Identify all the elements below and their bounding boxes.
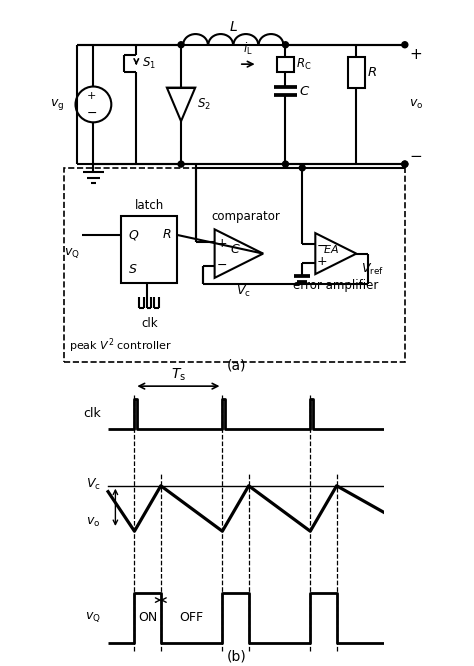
Text: $C$: $C$ xyxy=(230,243,240,256)
Text: comparator: comparator xyxy=(211,210,280,222)
Text: ON: ON xyxy=(138,611,157,624)
Circle shape xyxy=(299,165,305,170)
Text: $V_\mathrm{ref}$: $V_\mathrm{ref}$ xyxy=(361,262,383,277)
Text: $-$: $-$ xyxy=(86,106,97,119)
Bar xyxy=(121,216,177,284)
Circle shape xyxy=(178,42,184,48)
Text: clk: clk xyxy=(83,408,101,420)
Text: OFF: OFF xyxy=(180,611,204,624)
Text: $C$: $C$ xyxy=(299,85,310,97)
Text: error amplifier: error amplifier xyxy=(293,279,379,292)
Text: $EA$: $EA$ xyxy=(323,243,339,255)
Text: $v_\mathrm{o}$: $v_\mathrm{o}$ xyxy=(410,98,424,111)
Text: $+$: $+$ xyxy=(216,236,227,250)
Text: $i_\mathrm{L}$: $i_\mathrm{L}$ xyxy=(243,41,253,57)
Circle shape xyxy=(178,161,184,167)
Text: clk: clk xyxy=(141,316,158,330)
Text: $L$: $L$ xyxy=(229,20,238,34)
Text: (b): (b) xyxy=(227,649,247,663)
Text: $v_\mathrm{o}$: $v_\mathrm{o}$ xyxy=(86,516,101,529)
Circle shape xyxy=(283,161,289,167)
Bar xyxy=(277,57,294,73)
Bar xyxy=(64,168,405,362)
Bar xyxy=(348,57,365,89)
Text: $+$: $+$ xyxy=(317,255,328,268)
Text: $R_\mathrm{C}$: $R_\mathrm{C}$ xyxy=(296,57,311,72)
Text: +: + xyxy=(410,47,422,62)
Circle shape xyxy=(402,161,408,167)
Text: $S_2$: $S_2$ xyxy=(197,97,210,112)
Text: $v_\mathrm{g}$: $v_\mathrm{g}$ xyxy=(50,97,64,112)
Text: $R$: $R$ xyxy=(367,66,377,79)
Text: $S_1$: $S_1$ xyxy=(142,56,156,71)
Text: +: + xyxy=(87,91,96,101)
Circle shape xyxy=(283,42,289,48)
Text: $v_\mathrm{Q}$: $v_\mathrm{Q}$ xyxy=(64,247,80,260)
Text: $S$: $S$ xyxy=(128,263,137,276)
Circle shape xyxy=(402,161,408,167)
Text: $-$: $-$ xyxy=(410,147,422,163)
Text: $V_\mathrm{c}$: $V_\mathrm{c}$ xyxy=(237,284,251,298)
Circle shape xyxy=(402,42,408,48)
Text: peak $V^2$ controller: peak $V^2$ controller xyxy=(69,336,173,355)
Text: $T_\mathrm{s}$: $T_\mathrm{s}$ xyxy=(171,366,186,383)
Text: $Q$: $Q$ xyxy=(128,228,139,242)
Text: $V_\mathrm{c}$: $V_\mathrm{c}$ xyxy=(86,477,101,492)
Text: $-$: $-$ xyxy=(216,258,227,270)
Text: (a): (a) xyxy=(227,359,247,373)
Text: $R$: $R$ xyxy=(162,228,172,242)
Text: $-$: $-$ xyxy=(317,239,328,252)
Text: $v_\mathrm{Q}$: $v_\mathrm{Q}$ xyxy=(85,611,101,625)
Text: latch: latch xyxy=(135,199,164,212)
